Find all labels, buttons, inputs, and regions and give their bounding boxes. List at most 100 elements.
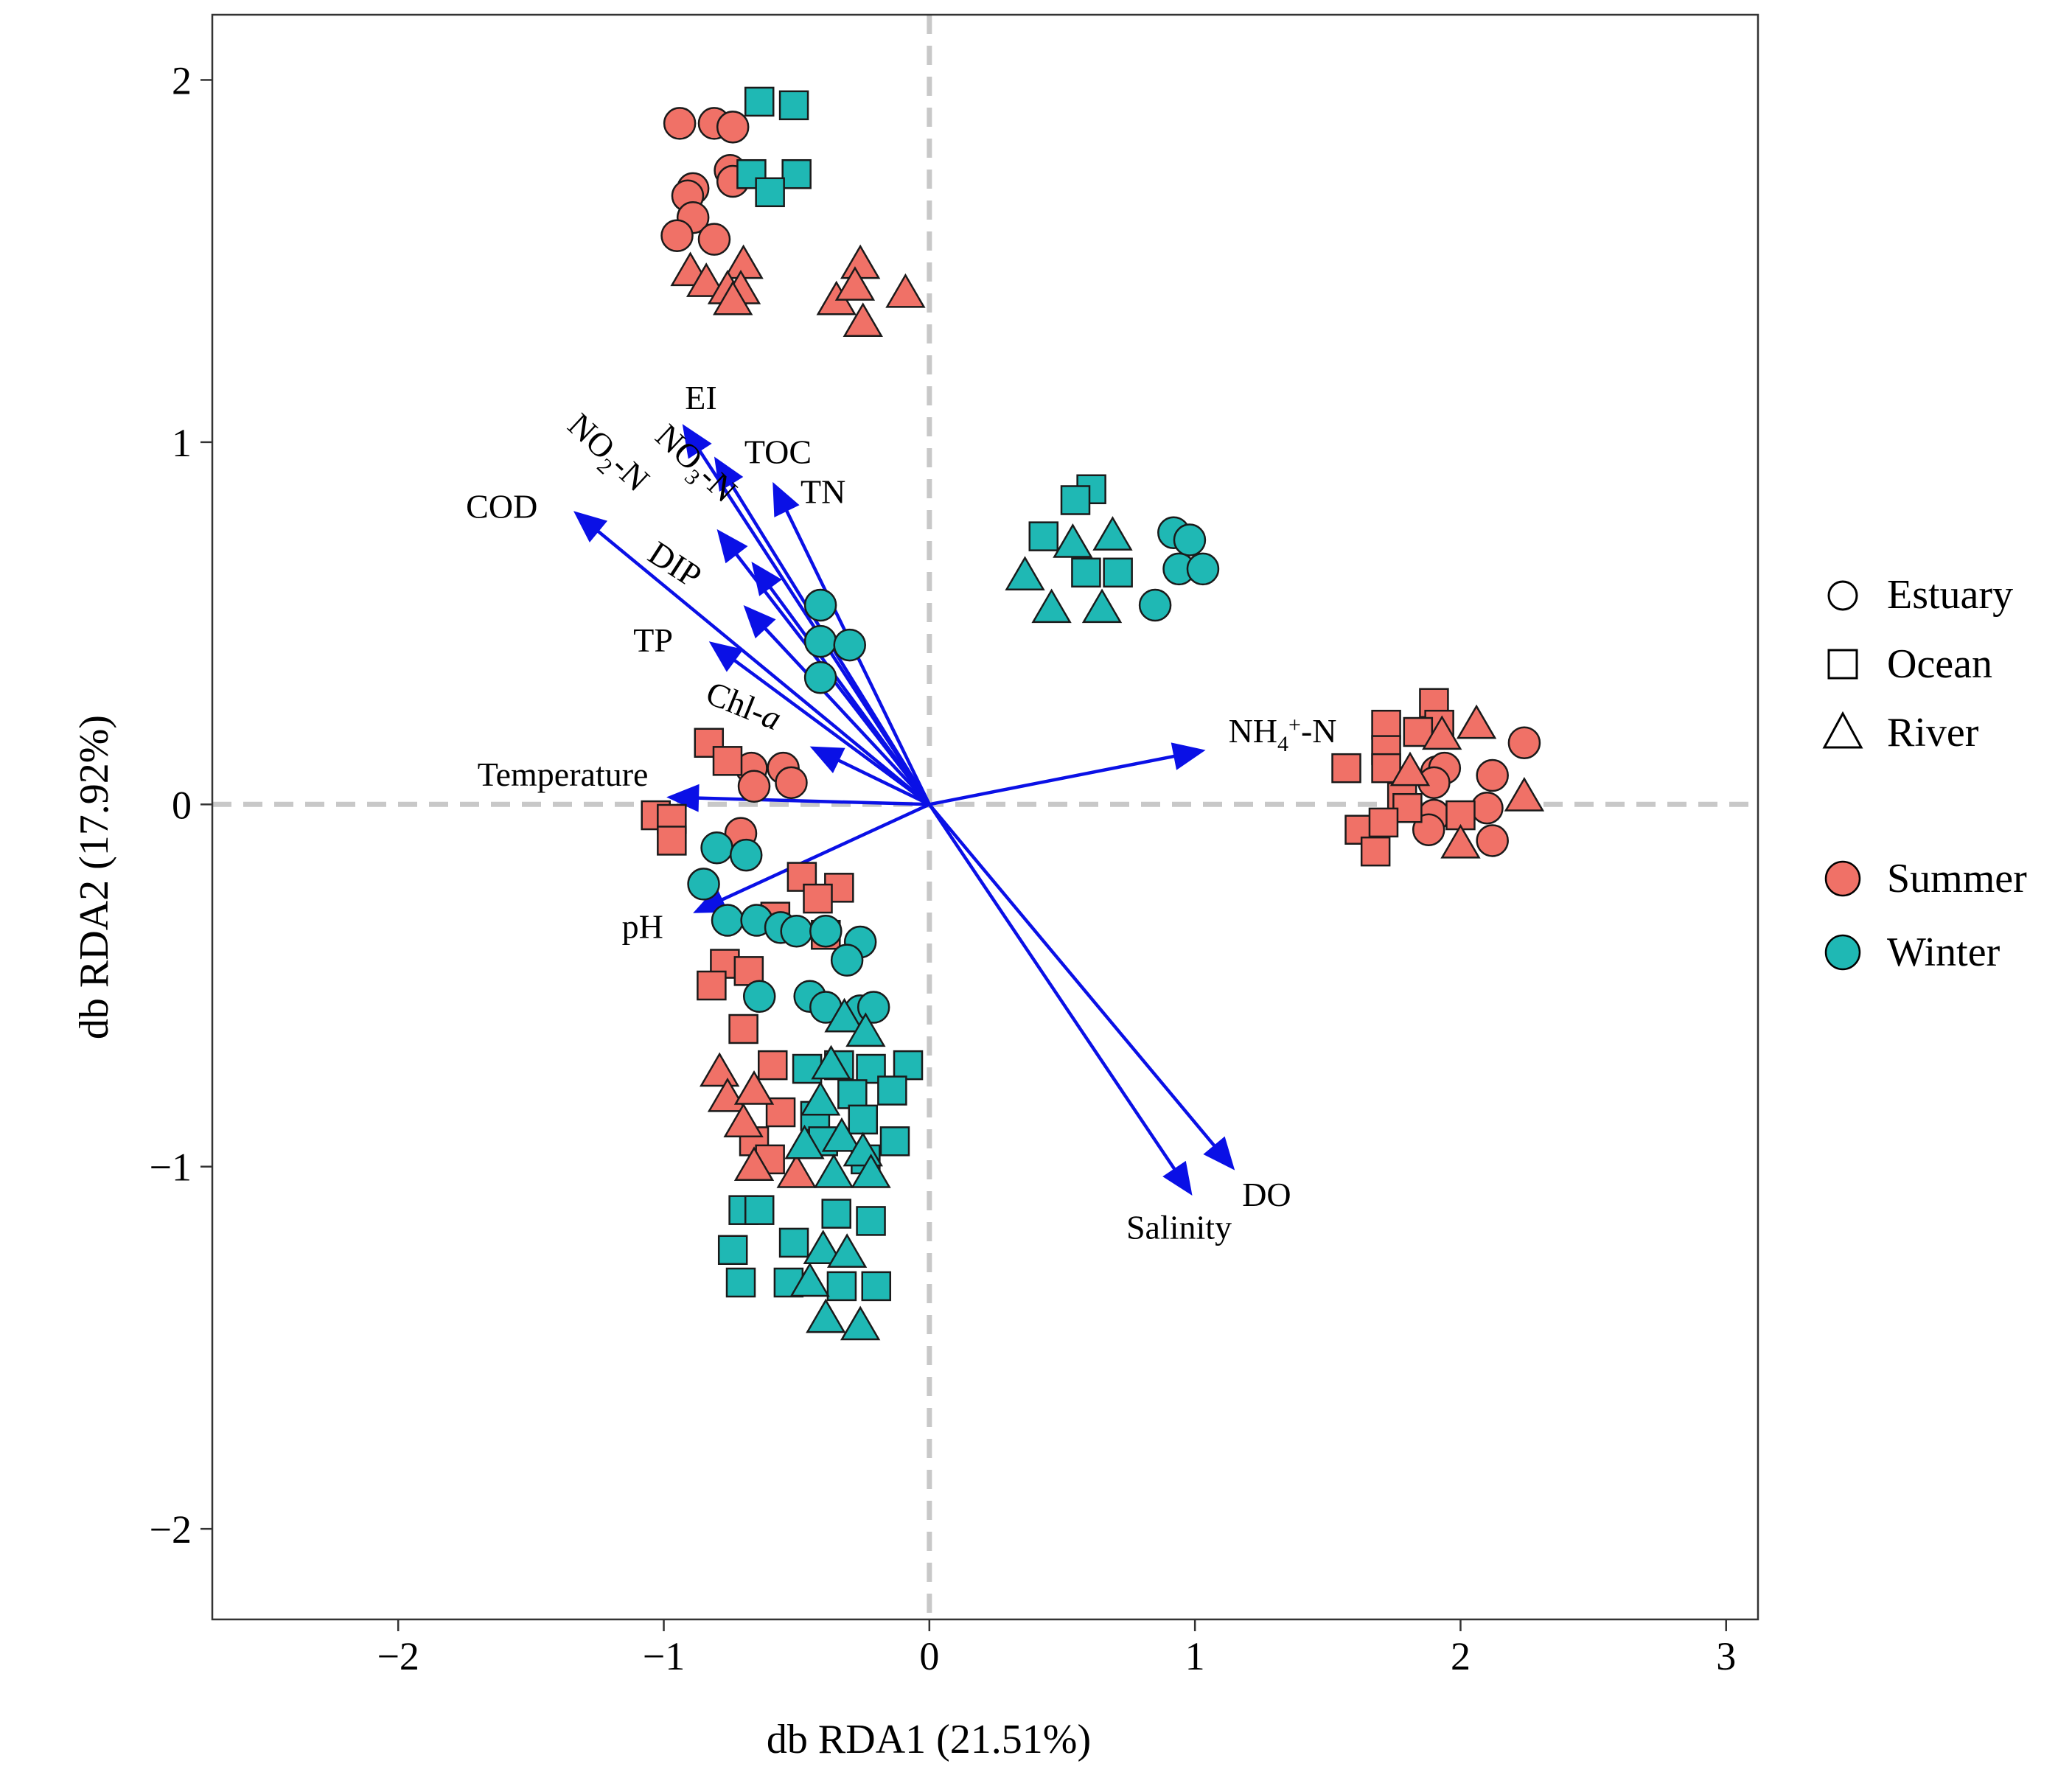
vector-shaft-Temperature [694, 796, 929, 806]
vector-head-NO2-N [751, 562, 782, 596]
y-tick-label: 1 [172, 421, 192, 465]
vector-label-pH: pH [622, 907, 663, 945]
winter-river-point [1081, 588, 1123, 624]
summer-ocean-point [657, 826, 687, 856]
vector-head-Chl-a [809, 746, 845, 773]
winter-river-point [1005, 556, 1045, 590]
summer-estuary-point [660, 219, 694, 253]
winter-river-point [806, 1298, 846, 1333]
vector-head-NO3-N [716, 529, 748, 564]
winter-ocean-point [717, 1235, 748, 1265]
vector-head-EI [682, 424, 712, 459]
winter-river-point [824, 997, 865, 1033]
legend-estuary-label: Estuary [1887, 572, 2013, 618]
vector-shaft-DIP [761, 624, 931, 806]
y-tick-label: 2 [172, 58, 192, 102]
vector-shaft-Salinity [927, 803, 1179, 1173]
winter-estuary-point [742, 980, 776, 1014]
winter-ocean-point [826, 1271, 857, 1302]
winter-river-point [813, 1154, 854, 1188]
winter-estuary-point [803, 624, 837, 658]
winter-estuary-point [809, 915, 843, 948]
vector-shaft-Chl-a [834, 757, 930, 806]
summer-estuary-point [1471, 791, 1504, 825]
sample-points [641, 86, 1545, 1341]
summer-river-point [834, 266, 876, 301]
vector-label-TN: TN [800, 473, 845, 511]
winter-river-point [803, 1229, 843, 1264]
y-tick-label: −2 [150, 1507, 192, 1552]
summer-estuary-point [716, 111, 750, 144]
summer-ocean-point [1331, 753, 1361, 784]
summer-ocean-point [1360, 836, 1391, 867]
winter-estuary-point [687, 868, 720, 901]
summer-ocean-point [1371, 709, 1401, 740]
summer-river-point [700, 1052, 740, 1087]
vector-head-Temperature [666, 784, 700, 812]
winter-ocean-point [856, 1206, 886, 1236]
vector-label-COD: COD [466, 487, 537, 525]
vector-shaft-DO [928, 803, 1218, 1150]
vector-head-TP [708, 641, 744, 672]
winter-ocean-point [861, 1271, 892, 1302]
winter-ocean-point [725, 1267, 756, 1298]
winter-estuary-point [803, 588, 837, 622]
vector-label-Temperature: Temperature [478, 756, 649, 793]
legend-winter-key [1824, 934, 1861, 971]
winter-estuary-point [729, 838, 763, 872]
winter-ocean-point [821, 1199, 851, 1229]
legend-summer-label: Summer [1887, 856, 2027, 901]
summer-ocean-point [697, 970, 727, 1001]
summer-river-point [723, 1103, 764, 1138]
x-tick-label: 3 [1716, 1634, 1736, 1678]
vector-head-TN [772, 481, 800, 517]
summer-estuary-point [663, 107, 697, 140]
summer-river-point [1504, 776, 1545, 812]
legend-summer-key [1824, 860, 1861, 897]
summer-ocean-point [803, 883, 833, 914]
winter-river-point [845, 1012, 886, 1047]
summer-river-point [713, 280, 753, 315]
summer-river-point [843, 302, 883, 337]
vector-label-NH4+-N: NH4+-N [1229, 712, 1337, 756]
winter-ocean-point [781, 158, 812, 189]
winter-estuary-point [1186, 552, 1220, 586]
summer-estuary-point [775, 766, 808, 800]
winter-river-point [821, 1117, 862, 1152]
y-tick-label: −1 [150, 1145, 192, 1190]
x-tick-label: −2 [377, 1634, 419, 1678]
winter-estuary-point [711, 904, 744, 937]
winter-ocean-point [778, 1227, 809, 1258]
vector-shaft-TP [730, 656, 931, 806]
winter-river-point [1092, 516, 1133, 551]
vector-head-COD [573, 511, 608, 543]
plot-panel-border [211, 13, 1759, 1621]
winter-estuary-point [833, 628, 866, 662]
summer-estuary-point [1476, 824, 1509, 857]
summer-estuary-point [1476, 758, 1509, 792]
vector-head-Salinity [1162, 1160, 1193, 1196]
winter-ocean-point [893, 1050, 924, 1081]
winter-river-point [851, 1154, 891, 1188]
winter-ocean-point [848, 1104, 879, 1135]
winter-river-point [1053, 523, 1093, 558]
summer-river-point [1456, 704, 1497, 739]
legend-ocean-key [1827, 649, 1858, 680]
vector-shaft-COD [593, 527, 931, 806]
vector-head-DIP [743, 605, 776, 639]
summer-estuary-point [737, 770, 771, 803]
winter-estuary-point [1138, 588, 1172, 622]
winter-estuary-point [803, 661, 837, 694]
vector-label-TP: TP [633, 621, 673, 659]
winter-estuary-point [700, 831, 733, 865]
winter-ocean-point [1028, 521, 1059, 551]
winter-ocean-point [755, 177, 785, 208]
vector-shaft-pH [717, 803, 930, 903]
summer-river-point [1389, 751, 1431, 786]
x-tick-label: 2 [1451, 1634, 1471, 1678]
summer-river-point [733, 1146, 775, 1181]
winter-river-point [840, 1305, 881, 1341]
summer-river-point [776, 1154, 817, 1188]
x-tick-label: 0 [919, 1634, 939, 1678]
